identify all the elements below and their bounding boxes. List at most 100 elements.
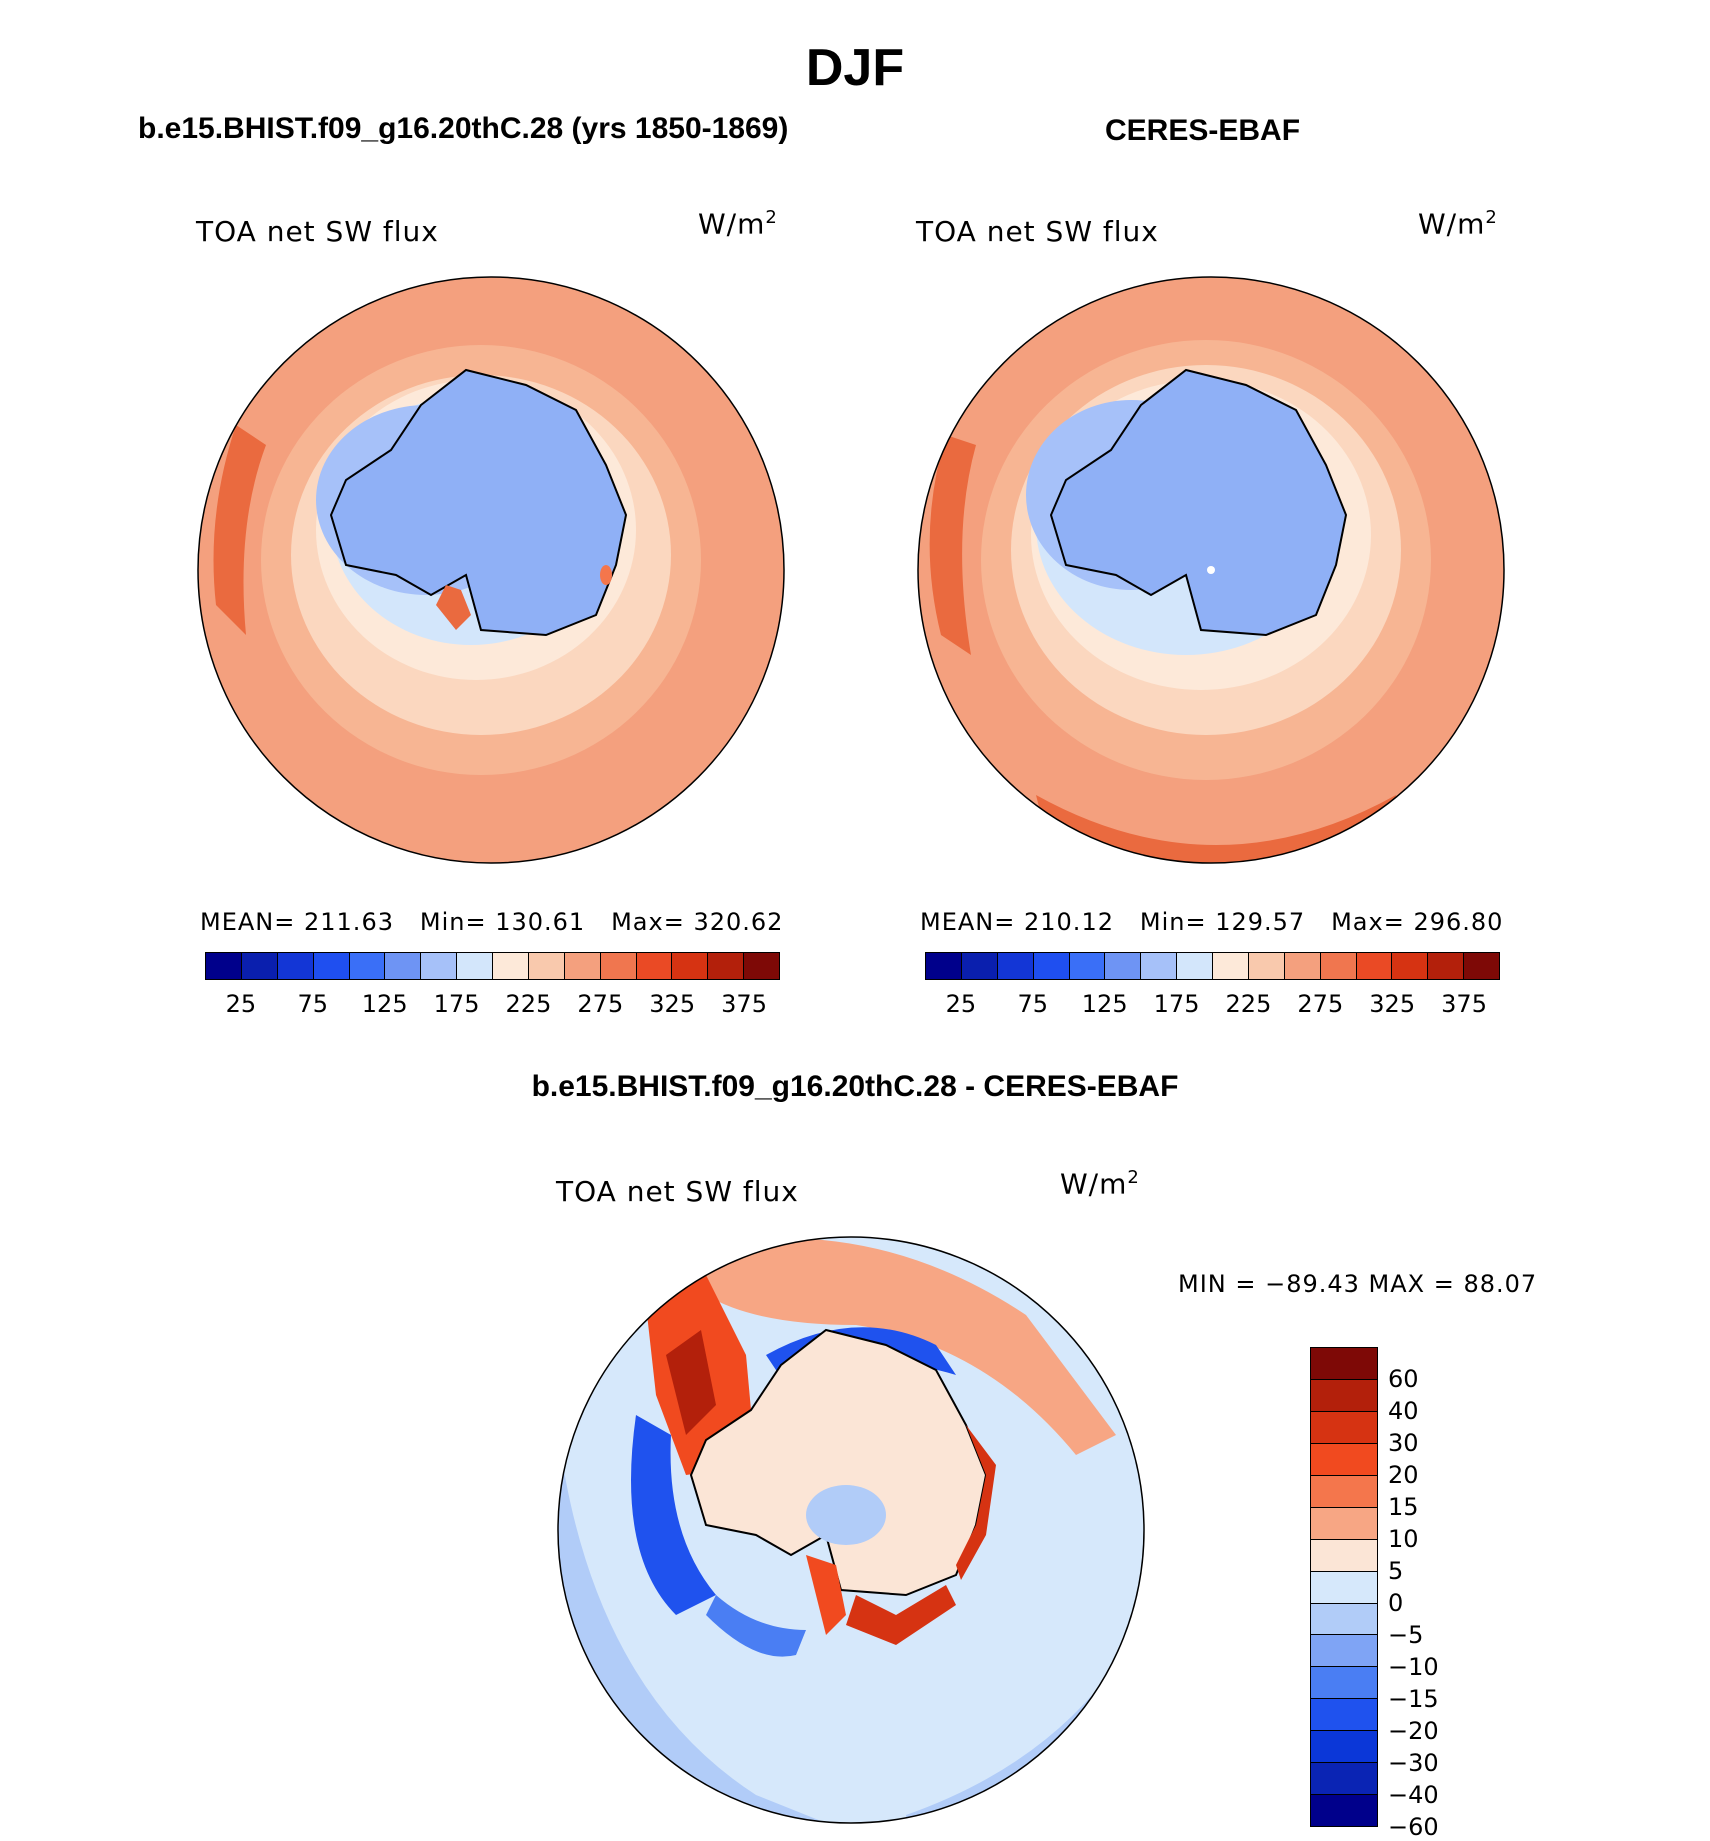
colorbar-swatch bbox=[1311, 1667, 1377, 1700]
colorbar-swatch bbox=[1311, 1348, 1377, 1380]
colorbar-swatch bbox=[744, 953, 779, 979]
colorbar-tick-label: 30 bbox=[1388, 1429, 1419, 1457]
colorbar-tick-label: 75 bbox=[1017, 990, 1049, 1018]
colorbar-tick-label: 40 bbox=[1388, 1397, 1419, 1425]
colorbar-tick-label: 75 bbox=[297, 990, 329, 1018]
obs-polar-map bbox=[917, 276, 1505, 864]
obs-max: 296.80 bbox=[1413, 908, 1504, 936]
colorbar-swatch bbox=[1428, 953, 1465, 979]
colorbar-swatch bbox=[961, 953, 998, 979]
colorbar-tick-label: 25 bbox=[225, 990, 257, 1018]
model-subtitle: b.e15.BHIST.f09_g16.20thC.28 (yrs 1850-1… bbox=[138, 112, 789, 145]
diff-units-label: W/m2 bbox=[1060, 1167, 1140, 1201]
colorbar-tick-label: 325 bbox=[1369, 990, 1416, 1018]
obs-colorbar bbox=[925, 952, 1500, 980]
colorbar-tick-label: 175 bbox=[1153, 990, 1200, 1018]
colorbar-swatch bbox=[1105, 953, 1142, 979]
colorbar-swatch bbox=[1248, 953, 1285, 979]
colorbar-swatch bbox=[241, 953, 278, 979]
colorbar-tick-label: 125 bbox=[361, 990, 408, 1018]
model-colorbar bbox=[205, 952, 780, 980]
colorbar-swatch bbox=[1177, 953, 1213, 979]
model-variable-label: TOA net SW flux bbox=[196, 215, 439, 248]
colorbar-tick-label: 225 bbox=[505, 990, 552, 1018]
diff-variable-label: TOA net SW flux bbox=[556, 1175, 799, 1208]
diff-polar-map bbox=[557, 1236, 1145, 1824]
colorbar-tick-label: 10 bbox=[1388, 1525, 1419, 1553]
colorbar-swatch bbox=[528, 953, 565, 979]
colorbar-swatch bbox=[1464, 953, 1499, 979]
colorbar-tick-label: 375 bbox=[1441, 990, 1487, 1018]
colorbar-tick-label: −5 bbox=[1388, 1621, 1424, 1649]
colorbar-tick-label: 375 bbox=[721, 990, 767, 1018]
obs-variable-label: TOA net SW flux bbox=[916, 215, 1159, 248]
colorbar-swatch bbox=[1311, 1539, 1377, 1572]
colorbar-tick-label: −15 bbox=[1388, 1685, 1439, 1713]
colorbar-tick-label: −10 bbox=[1388, 1653, 1439, 1681]
colorbar-tick-label: 5 bbox=[1388, 1557, 1404, 1585]
colorbar-swatch bbox=[1311, 1635, 1377, 1668]
diff-subtitle: b.e15.BHIST.f09_g16.20thC.28 - CERES-EBA… bbox=[531, 1070, 1179, 1103]
colorbar-swatch bbox=[1311, 1475, 1377, 1508]
colorbar-tick-label: −40 bbox=[1388, 1781, 1439, 1809]
diff-colorbar bbox=[1310, 1347, 1378, 1827]
colorbar-tick-label: 275 bbox=[577, 990, 624, 1018]
colorbar-swatch bbox=[277, 953, 314, 979]
colorbar-tick-label: 275 bbox=[1297, 990, 1344, 1018]
model-polar-map bbox=[197, 276, 785, 864]
colorbar-swatch bbox=[349, 953, 386, 979]
obs-min: 129.57 bbox=[1215, 908, 1306, 936]
colorbar-swatch bbox=[1320, 953, 1357, 979]
colorbar-tick-label: 25 bbox=[945, 990, 977, 1018]
colorbar-swatch bbox=[1311, 1507, 1377, 1540]
page-title: DJF bbox=[805, 39, 905, 97]
colorbar-swatch bbox=[1311, 1763, 1377, 1796]
colorbar-swatch bbox=[1311, 1731, 1377, 1764]
colorbar-swatch bbox=[493, 953, 529, 979]
colorbar-tick-label: 15 bbox=[1388, 1493, 1419, 1521]
colorbar-tick-label: 325 bbox=[649, 990, 696, 1018]
colorbar-tick-label: −60 bbox=[1388, 1813, 1439, 1841]
colorbar-swatch bbox=[926, 953, 962, 979]
colorbar-swatch bbox=[1311, 1795, 1377, 1827]
colorbar-swatch bbox=[564, 953, 601, 979]
colorbar-swatch bbox=[421, 953, 458, 979]
obs-units-label: W/m2 bbox=[1418, 207, 1498, 241]
colorbar-swatch bbox=[636, 953, 673, 979]
colorbar-swatch bbox=[1141, 953, 1178, 979]
colorbar-swatch bbox=[1356, 953, 1393, 979]
colorbar-swatch bbox=[600, 953, 637, 979]
colorbar-swatch bbox=[1284, 953, 1321, 979]
colorbar-swatch bbox=[385, 953, 422, 979]
colorbar-swatch bbox=[1311, 1379, 1377, 1412]
colorbar-tick-label: −30 bbox=[1388, 1749, 1439, 1777]
colorbar-tick-label: 175 bbox=[433, 990, 480, 1018]
colorbar-tick-label: 0 bbox=[1388, 1589, 1404, 1617]
colorbar-tick-label: 20 bbox=[1388, 1461, 1419, 1489]
colorbar-swatch bbox=[1311, 1603, 1377, 1636]
colorbar-swatch bbox=[1311, 1411, 1377, 1444]
colorbar-swatch bbox=[206, 953, 242, 979]
colorbar-swatch bbox=[708, 953, 745, 979]
colorbar-swatch bbox=[1033, 953, 1070, 979]
colorbar-swatch bbox=[1311, 1571, 1377, 1604]
colorbar-swatch bbox=[1392, 953, 1429, 979]
obs-stats: MEAN= 210.12 Min= 129.57 Max= 296.80 bbox=[920, 908, 1504, 936]
colorbar-swatch bbox=[1069, 953, 1106, 979]
model-max: 320.62 bbox=[693, 908, 784, 936]
obs-mean: 210.12 bbox=[1024, 908, 1114, 936]
colorbar-swatch bbox=[672, 953, 709, 979]
colorbar-tick-label: −20 bbox=[1388, 1717, 1439, 1745]
colorbar-swatch bbox=[313, 953, 350, 979]
colorbar-swatch bbox=[457, 953, 493, 979]
diff-minmax: MIN = −89.43 MAX = 88.07 bbox=[1178, 1270, 1538, 1298]
colorbar-swatch bbox=[1213, 953, 1249, 979]
colorbar-tick-label: 60 bbox=[1388, 1365, 1419, 1393]
colorbar-swatch bbox=[997, 953, 1034, 979]
model-mean: 211.63 bbox=[304, 908, 394, 936]
colorbar-swatch bbox=[1311, 1443, 1377, 1476]
model-min: 130.61 bbox=[495, 908, 586, 936]
colorbar-tick-label: 225 bbox=[1225, 990, 1272, 1018]
colorbar-tick-label: 125 bbox=[1081, 990, 1128, 1018]
obs-subtitle: CERES-EBAF bbox=[1105, 114, 1301, 147]
